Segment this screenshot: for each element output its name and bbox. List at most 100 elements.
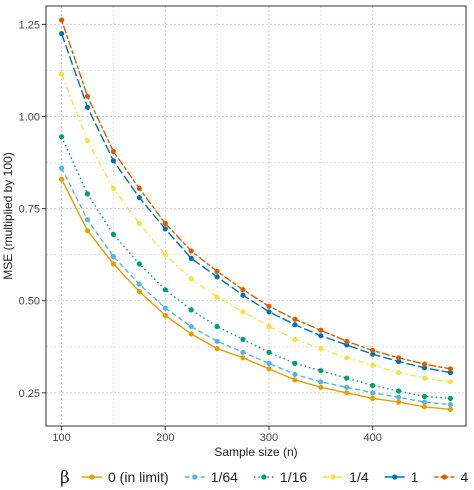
data-point [396,394,402,400]
data-point [292,371,298,377]
data-point [240,309,246,315]
x-tick-label: 200 [156,432,174,444]
data-point [84,228,91,234]
data-point [110,158,116,164]
x-tick-label: 300 [260,432,278,444]
data-point [370,395,376,401]
data-point [447,395,453,401]
data-point [292,322,298,328]
data-point [447,370,453,376]
data-point [318,368,324,374]
data-point [447,379,453,385]
data-point [162,287,168,293]
series-group [59,17,453,412]
data-point [214,338,220,344]
series-group [59,71,453,385]
data-point [266,360,272,366]
legend-key-point [392,474,398,480]
legend-label: 1/4 [349,469,369,485]
legend-key-point [330,474,336,480]
data-point [136,288,142,295]
data-point [344,338,350,344]
data-point [240,355,246,361]
data-point [396,355,402,361]
y-tick-label: 0.50 [19,296,40,308]
data-point [396,399,402,405]
series-line [60,19,451,370]
data-point [188,307,194,313]
data-point [188,276,194,282]
data-point [318,333,324,339]
data-point [292,316,298,322]
data-point [421,361,428,367]
data-point [240,287,246,293]
series-group [59,134,453,401]
data-point [266,303,272,309]
legend-item: 1/4 [323,469,369,485]
data-point [266,366,272,372]
legend-key-point [89,474,95,480]
legend-label: 4 [460,469,468,485]
x-tick-label: 100 [52,432,70,444]
data-point [266,323,272,330]
data-point [136,195,142,201]
panel-border [45,5,467,427]
data-point [162,312,168,319]
data-point [59,165,65,171]
data-point [214,274,220,280]
legend-item: 1 [384,469,419,485]
data-point [240,349,246,355]
data-point [110,231,116,237]
data-point [318,327,324,333]
data-point [59,176,65,182]
data-point [292,377,298,383]
data-point [162,226,168,232]
data-point [214,268,220,274]
data-point [370,347,376,354]
legend: β 0 (in limit) 1/64 1/16 1/4 1 4 [60,468,468,488]
data-point [136,281,142,287]
legend-item: 1/16 [253,469,307,485]
data-point [266,309,272,315]
legend-label: 1/64 [211,469,238,485]
legend-key-point [441,474,448,480]
data-point [162,305,168,311]
data-point [396,388,402,394]
y-tick-label: 0.75 [19,204,40,216]
series-group [59,176,453,412]
data-point [162,220,168,226]
legend-title: β [60,468,70,488]
data-point [84,191,91,197]
legend-key-point [192,474,198,480]
legend-item: 4 [434,469,468,485]
legend-key-point [261,474,267,480]
data-point [292,336,298,342]
data-point [318,384,324,390]
data-point [59,30,65,37]
data-point [421,399,428,405]
series-group [59,17,453,372]
data-point [59,17,65,23]
data-point [318,379,324,385]
data-point [162,252,168,258]
data-point [240,292,246,298]
data-point [84,104,91,110]
legend-label: 1 [411,469,419,485]
data-point [214,323,220,330]
data-point [84,93,91,99]
legend-label: 0 (in limit) [108,469,169,485]
data-point [84,137,91,144]
data-point [188,248,194,254]
grid [46,6,466,426]
series-group [59,165,453,408]
data-point [110,185,116,191]
series-line [60,73,451,383]
series-group [59,30,453,376]
data-point [421,404,428,410]
legend-item: 1/64 [184,469,238,485]
data-point [292,360,298,366]
data-point [344,390,350,396]
